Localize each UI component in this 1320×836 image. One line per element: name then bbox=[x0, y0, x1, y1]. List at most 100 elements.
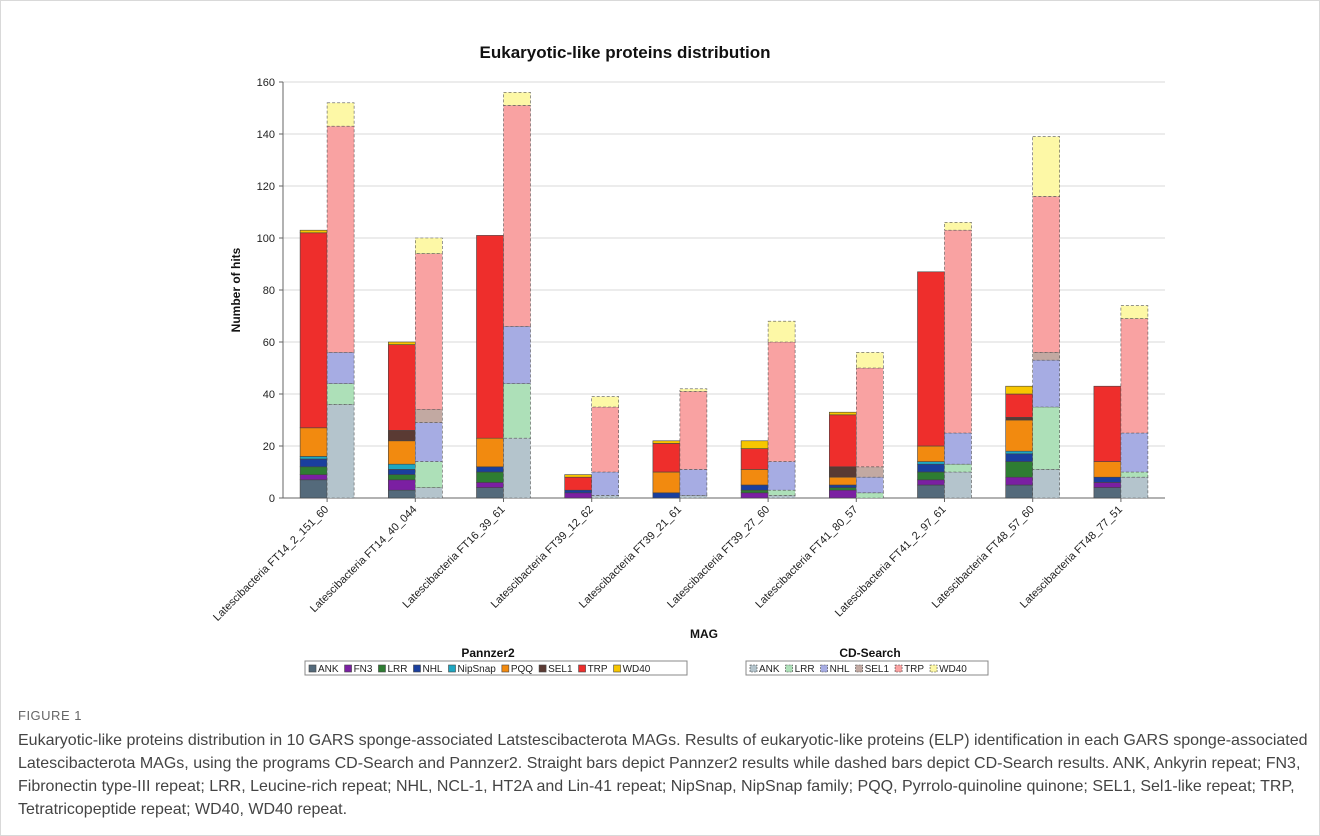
cd-search-bar-ank bbox=[1120, 476, 1149, 499]
pannzer2-bar-lrr bbox=[917, 471, 945, 481]
cd-search-bar-sel1 bbox=[1032, 352, 1060, 361]
legend-title: Pannzer2 bbox=[461, 646, 515, 660]
legend-label: LRR bbox=[795, 664, 815, 675]
pannzer2-bar-fn3 bbox=[1093, 482, 1122, 488]
legend-swatch bbox=[308, 664, 317, 673]
x-tick-label: Latescibacteria FT39_27_60 bbox=[665, 504, 772, 611]
legend-swatch bbox=[538, 664, 547, 673]
pannzer2-bar-trp bbox=[299, 232, 328, 429]
y-tick-label: 20 bbox=[263, 441, 275, 453]
cd-search-bar-sel1 bbox=[855, 466, 884, 478]
legend-swatch bbox=[820, 664, 828, 673]
pannzer2-bar-trp bbox=[740, 448, 769, 470]
cd-search-bar-nhl bbox=[326, 352, 355, 384]
legend-swatch bbox=[578, 664, 586, 673]
legend-swatch bbox=[613, 664, 621, 673]
cd-search-bar-ank bbox=[414, 487, 443, 499]
cd-search-bar-ank bbox=[1032, 469, 1060, 499]
legend-label: TRP bbox=[904, 664, 924, 675]
pannzer2-bar-wd40 bbox=[299, 229, 328, 234]
figure-title: Eukaryotic-like proteins distribution in… bbox=[18, 732, 681, 749]
cd-search-bar-ank bbox=[944, 471, 972, 499]
pannzer2-bar-trp bbox=[1005, 393, 1034, 418]
pannzer2-bar-nhl bbox=[1093, 476, 1122, 483]
pannzer2-bar-nhl bbox=[1005, 453, 1034, 462]
pannzer2-bar-wd40 bbox=[828, 411, 857, 416]
legend-label: SEL1 bbox=[548, 664, 573, 675]
cd-search-bar-trp bbox=[944, 229, 972, 434]
cd-search-bar-nhl bbox=[591, 471, 620, 496]
legend-title: CD-Search bbox=[839, 646, 900, 660]
pannzer2-bar-fn3 bbox=[740, 492, 769, 499]
pannzer2-bar-sel1 bbox=[1005, 417, 1034, 421]
pannzer2-bar-pqq bbox=[476, 437, 504, 468]
pannzer2-bar-nhl bbox=[299, 458, 328, 468]
cd-search-bar-nhl bbox=[767, 461, 796, 491]
pannzer2-bar-pqq bbox=[299, 427, 328, 457]
legend-swatch bbox=[344, 664, 352, 673]
pannzer2-bar-pqq bbox=[740, 469, 769, 486]
pannzer2-bar-nhl bbox=[476, 466, 504, 473]
y-tick-label: 80 bbox=[263, 285, 275, 297]
pannzer2-bar-nipsnap bbox=[299, 456, 328, 460]
cd-search-bar-wd40 bbox=[855, 352, 884, 369]
x-tick-label: Latescibacteria FT39_21_61 bbox=[577, 504, 684, 611]
y-tick-label: 160 bbox=[257, 77, 275, 89]
pannzer2-bar-lrr bbox=[1005, 461, 1034, 478]
cd-search-bar-sel1 bbox=[414, 409, 443, 423]
pannzer2-bar-fn3 bbox=[917, 479, 945, 486]
legend-label: NHL bbox=[422, 664, 442, 675]
cd-search-bar-ank bbox=[679, 495, 708, 499]
cd-search-bar-trp bbox=[326, 125, 355, 353]
cd-search-bar-nhl bbox=[414, 422, 443, 462]
cd-search-bar-ank bbox=[767, 495, 796, 499]
cd-search-bar-wd40 bbox=[503, 92, 531, 106]
cd-search-bar-wd40 bbox=[944, 222, 972, 231]
cd-search-bar-nhl bbox=[944, 432, 972, 465]
figure-label: FIGURE 1 bbox=[18, 708, 82, 723]
cd-search-bar-trp bbox=[1120, 318, 1149, 434]
x-tick-label: Latescibacteria FT14_40_044 bbox=[308, 504, 419, 615]
pannzer2-bar-ank bbox=[387, 489, 416, 499]
cd-search-bar-wd40 bbox=[591, 396, 620, 408]
cd-search-bar-trp bbox=[414, 253, 443, 410]
x-tick-label: Latescibacteria FT16_39_61 bbox=[401, 504, 508, 611]
cd-search-bar-trp bbox=[679, 391, 708, 470]
y-tick-label: 40 bbox=[263, 389, 275, 401]
cd-search-bar-ank bbox=[591, 495, 620, 499]
pannzer2-bar-nhl bbox=[652, 492, 681, 499]
chart-title: Eukaryotic-like proteins distribution bbox=[480, 43, 771, 62]
legend-label: NipSnap bbox=[458, 664, 497, 675]
cd-search-bar-lrr bbox=[944, 463, 972, 473]
pannzer2-bar-wd40 bbox=[740, 440, 769, 449]
x-axis-label: MAG bbox=[690, 627, 718, 641]
pannzer2-bar-ank bbox=[299, 479, 328, 499]
figure-text: Eukaryotic-like proteins distribution in… bbox=[18, 729, 1308, 821]
pannzer2-bar-trp bbox=[917, 271, 945, 447]
pannzer2-bar-nhl bbox=[564, 489, 593, 494]
cd-search-bar-lrr bbox=[414, 461, 443, 488]
cd-search-bar-wd40 bbox=[1032, 136, 1060, 197]
pannzer2-bar-trp bbox=[652, 443, 681, 473]
y-tick-label: 60 bbox=[263, 337, 275, 349]
legend-label: WD40 bbox=[939, 664, 967, 675]
y-axis-label: Number of hits bbox=[229, 247, 243, 332]
pannzer2-bar-trp bbox=[1093, 385, 1122, 462]
cd-search-bar-nhl bbox=[679, 469, 708, 496]
legend-label: NHL bbox=[830, 664, 850, 675]
x-tick-label: Latescibacteria FT39_12_62 bbox=[489, 504, 596, 611]
cd-search-bar-lrr bbox=[326, 383, 355, 405]
cd-search-bar-ank bbox=[503, 437, 531, 499]
y-tick-label: 120 bbox=[257, 181, 275, 193]
cd-search-bar-nhl bbox=[855, 476, 884, 494]
pannzer2-bar-fn3 bbox=[564, 492, 593, 499]
pannzer2-bar-fn3 bbox=[387, 479, 416, 491]
legend-swatch bbox=[894, 664, 903, 673]
cd-search-bar-wd40 bbox=[1120, 305, 1149, 319]
pannzer2-bar-pqq bbox=[1005, 419, 1034, 452]
cd-search-bar-trp bbox=[503, 105, 531, 327]
pannzer2-bar-lrr bbox=[476, 471, 504, 483]
pannzer2-bar-pqq bbox=[828, 476, 857, 486]
cd-search-bar-lrr bbox=[1032, 406, 1060, 470]
pannzer2-bar-sel1 bbox=[828, 466, 857, 478]
